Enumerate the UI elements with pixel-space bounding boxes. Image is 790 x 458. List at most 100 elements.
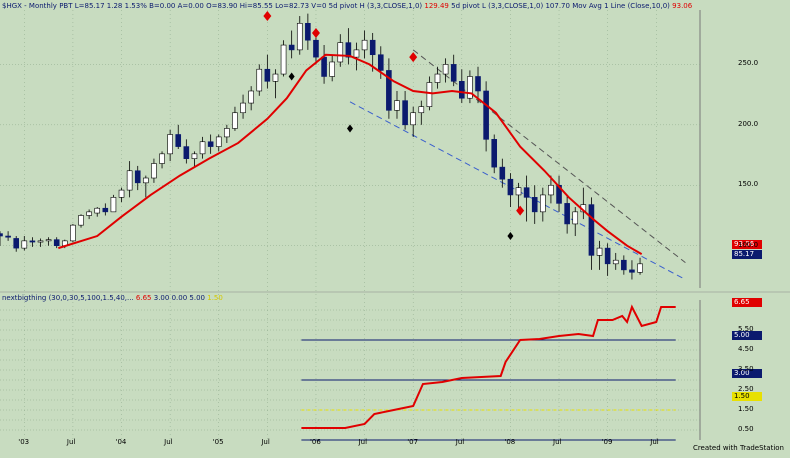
pivot-high-marker [263,11,272,22]
candle-body [426,82,433,107]
candle-body [450,64,457,82]
indicator-1-value: 129.49 [424,2,449,10]
x-tick-label: Jul [164,438,173,446]
subchart-v4: 5.00 [189,294,205,302]
candle-body [499,166,506,180]
candle-body [637,263,643,273]
candle-body [313,39,319,58]
subchart-15-tag: 1.50 [732,392,762,401]
last-price: L=85.17 [74,2,105,10]
x-tick-label: Jul [553,438,562,446]
candle-body [240,102,246,114]
close-price-tag: 85.17 [732,250,762,259]
moving-average-line [58,53,643,256]
trend-line [412,49,686,264]
candle-body [459,81,465,99]
candle-body [410,112,416,126]
candle-body [13,238,20,249]
candle-body [361,39,368,51]
subchart-v3: 0.00 [171,294,188,302]
candle-body [207,141,214,147]
candle-body [199,141,206,155]
change-pct: 1.53% [124,2,147,10]
x-tick-label: Jul [650,438,659,446]
x-tick-label: '07 [407,438,419,446]
candle-body [394,100,400,111]
subchart-v1: 6.65 [135,294,152,302]
high: Hi=85.55 [239,2,273,10]
candle-body [110,197,117,213]
ma-price-tag: 93.06 [732,240,762,249]
candle-body [0,233,3,237]
candle-body [37,240,44,243]
candle-body [175,134,182,147]
pivot-high-marker [409,52,418,63]
candle-body [604,247,611,265]
indicator-tick-label: 0.50 [738,425,754,433]
candle-body [78,215,84,226]
subchart-5-tag: 5.00 [732,331,762,340]
candle-body [94,207,101,214]
indicator-1: 5d pivot H (3,3,CLOSE,1,0) [328,2,423,10]
candle-body [126,170,133,191]
candle-body [369,39,376,56]
candle-body [21,240,28,249]
indicator-2-value: 107.70 [545,2,570,10]
exchange: PBT [59,2,73,10]
price-tick-label: 150.0 [738,180,759,189]
indicator-tick-label: 2.50 [738,385,754,393]
subchart-3-tag: 3.00 [732,369,762,378]
candle-body [629,269,635,273]
candle-body [612,259,619,265]
candle-body [572,211,579,225]
pivot-low-marker [347,124,353,133]
candle-body [540,194,546,213]
candle-body [353,49,360,58]
pivot-low-marker [288,72,295,81]
volume: V=0 [311,2,327,10]
candle-body [491,139,498,168]
candle-body [523,187,530,198]
candle-body [345,42,352,58]
pivot-low-marker [507,232,514,241]
indicator-series-line [301,304,676,429]
indicator-3: Mov Avg 1 Line (Close,10,0) [572,2,670,10]
candle-body [159,153,165,164]
candle-body [45,239,52,242]
candle-body [53,239,60,246]
candle-body [280,44,287,75]
low: Lo=82.73 [275,2,310,10]
candle-body [167,134,173,155]
candle-body [288,44,295,51]
candle-body [386,70,392,111]
x-tick-label: '03 [18,438,30,446]
candle-body [305,22,311,41]
candle-body [418,106,425,114]
candle-body [483,90,489,140]
indicator-tick-label: 4.50 [738,345,754,353]
candle-body [548,184,554,196]
candle-body [70,224,76,242]
x-tick-label: '06 [309,438,321,446]
candle-body [475,76,481,92]
open: O=83.90 [206,2,238,10]
price-tick-label: 200.0 [738,119,759,128]
x-tick-label: '05 [212,438,224,446]
indicator-tick-label: 5.50 [738,325,754,333]
candle-body [434,73,441,83]
candle-body [377,54,384,71]
candle-body [329,61,335,77]
candle-body [588,204,595,256]
x-tick-label: Jul [261,438,270,446]
x-tick-label: '09 [601,438,613,446]
symbol: $HGX - Monthly [2,2,57,10]
candle-body [102,207,109,213]
pivot-high-marker [516,205,525,216]
candle-body [596,247,603,256]
candle-body [29,240,36,243]
candle-body [272,73,279,82]
subchart-v5: 1.50 [207,294,223,302]
subchart-name: nextbigthing (30,0,30,5,100,1.5,40,... [2,294,134,302]
candle-body [224,128,230,138]
